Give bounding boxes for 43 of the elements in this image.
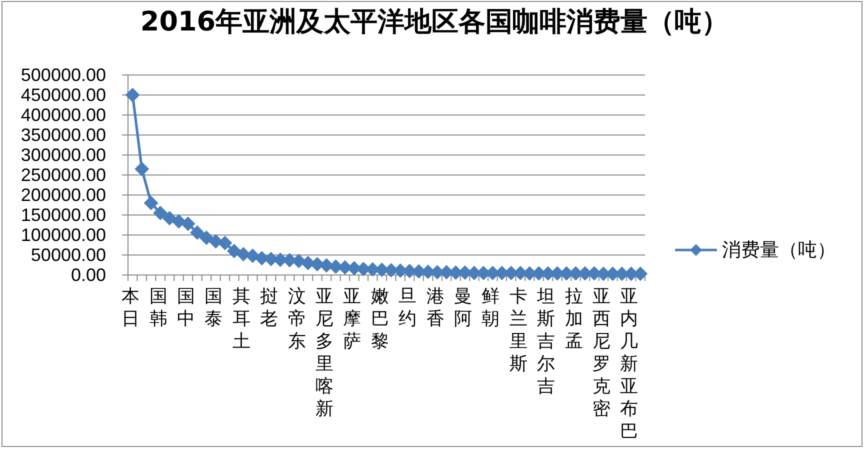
x-tick-label: 土耳其 [232, 286, 255, 352]
x-tick-label: 密克罗尼西亚 [592, 286, 615, 420]
point [153, 206, 168, 220]
y-tick-label: 50000.00 [30, 245, 106, 265]
legend-label: 消费量（吨） [722, 239, 836, 261]
x-tick-label: 泰国 [204, 286, 228, 330]
point [162, 210, 177, 226]
point [199, 230, 214, 246]
y-tick-label: 350000.00 [20, 125, 106, 145]
x-tick-label: 孟加拉 [564, 286, 588, 352]
point [180, 216, 196, 232]
x-tick-label: 黎巴嫩 [370, 286, 394, 352]
y-tick-label: 450000.00 [20, 85, 106, 105]
point [245, 248, 260, 264]
x-tick-label: 香港 [426, 286, 449, 330]
y-tick-label: 100000.00 [20, 225, 106, 245]
point [134, 162, 150, 176]
x-tick-label: 东帝汶 [288, 286, 310, 352]
point [125, 88, 140, 102]
x-tick-label: 吉尔吉斯坦 [536, 286, 560, 397]
x-tick-label: 新喀里多尼亚 [315, 286, 338, 420]
chart-title: 2016年亚洲及太平洋地区各国咖啡消费量（吨） [140, 6, 729, 38]
y-tick-label: 400000.00 [20, 105, 106, 125]
point [226, 244, 242, 258]
x-tick-label: 老挝 [260, 286, 283, 330]
x-tick-label: 斯里兰卡 [509, 286, 532, 374]
x-tick-label: 日本 [122, 286, 144, 330]
y-tick-label: 150000.00 [20, 205, 106, 225]
y-tick-label: 0.00 [70, 265, 106, 285]
x-tick-label: 韩国 [149, 286, 172, 330]
y-tick-label: 200000.00 [20, 185, 106, 205]
x-tick-label: 萨摩亚 [343, 286, 366, 352]
x-tick-label: 阿曼 [454, 286, 476, 330]
x-tick-label: 中国 [177, 286, 200, 330]
x-tick-label: 巴布亚新几内亚 [620, 286, 643, 442]
point [190, 225, 204, 240]
y-tick-label: 250000.00 [20, 165, 106, 185]
x-tick-label: 约旦 [398, 286, 422, 330]
point [218, 236, 232, 250]
y-tick-label: 300000.00 [20, 145, 106, 165]
y-tick-label: 500000.00 [20, 65, 106, 85]
point [144, 196, 158, 210]
x-tick-label: 朝鲜 [482, 286, 504, 330]
